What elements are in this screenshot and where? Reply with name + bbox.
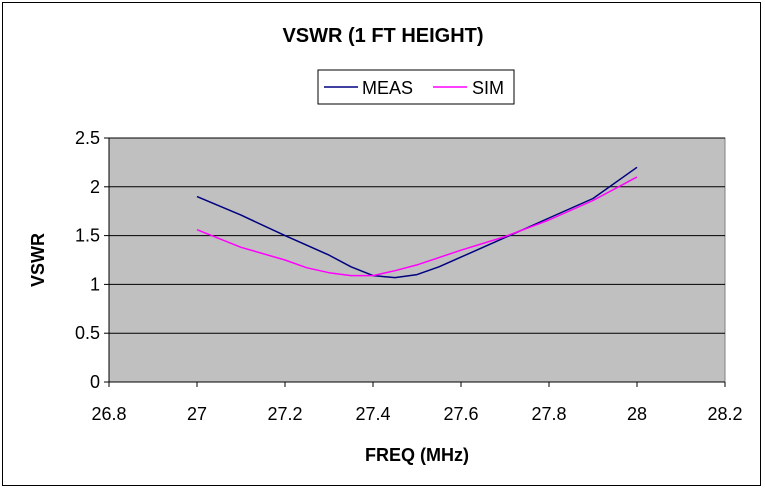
legend: MEAS SIM bbox=[317, 69, 515, 105]
y-axis-title: VSWR bbox=[28, 233, 48, 287]
x-tick-label: 26.8 bbox=[91, 404, 126, 424]
chart-title: VSWR (1 FT HEIGHT) bbox=[282, 25, 483, 47]
y-tick-label: 2 bbox=[90, 177, 100, 197]
plot-area bbox=[108, 137, 726, 383]
axes bbox=[108, 138, 725, 383]
x-tick-label: 27.8 bbox=[531, 404, 566, 424]
x-tick-label: 28 bbox=[627, 404, 647, 424]
legend-label-sim: SIM bbox=[472, 78, 504, 98]
y-tick-label: 0.5 bbox=[75, 323, 100, 343]
series-line-sim bbox=[196, 176, 638, 277]
x-tick-label: 27.4 bbox=[355, 404, 390, 424]
y-tick-label: 0 bbox=[90, 372, 100, 392]
y-tick-label: 1 bbox=[90, 274, 100, 294]
series-lines bbox=[196, 166, 638, 279]
x-tick-label: 27.6 bbox=[443, 404, 478, 424]
legend-label-meas: MEAS bbox=[362, 78, 413, 98]
y-tick-label: 2.5 bbox=[75, 128, 100, 148]
x-tick-label: 28.2 bbox=[707, 404, 742, 424]
x-tick-labels: 26.8 27 27.2 27.4 27.6 27.8 28 28.2 bbox=[91, 404, 742, 424]
series-line-meas bbox=[196, 166, 638, 279]
x-axis-title: FREQ (MHz) bbox=[365, 445, 469, 465]
y-tick-label: 1.5 bbox=[75, 226, 100, 246]
x-tick-label: 27.2 bbox=[267, 404, 302, 424]
x-tick-label: 27 bbox=[187, 404, 207, 424]
y-tick-labels: 0 0.5 1 1.5 2 2.5 bbox=[75, 128, 100, 392]
gridlines bbox=[104, 137, 726, 387]
